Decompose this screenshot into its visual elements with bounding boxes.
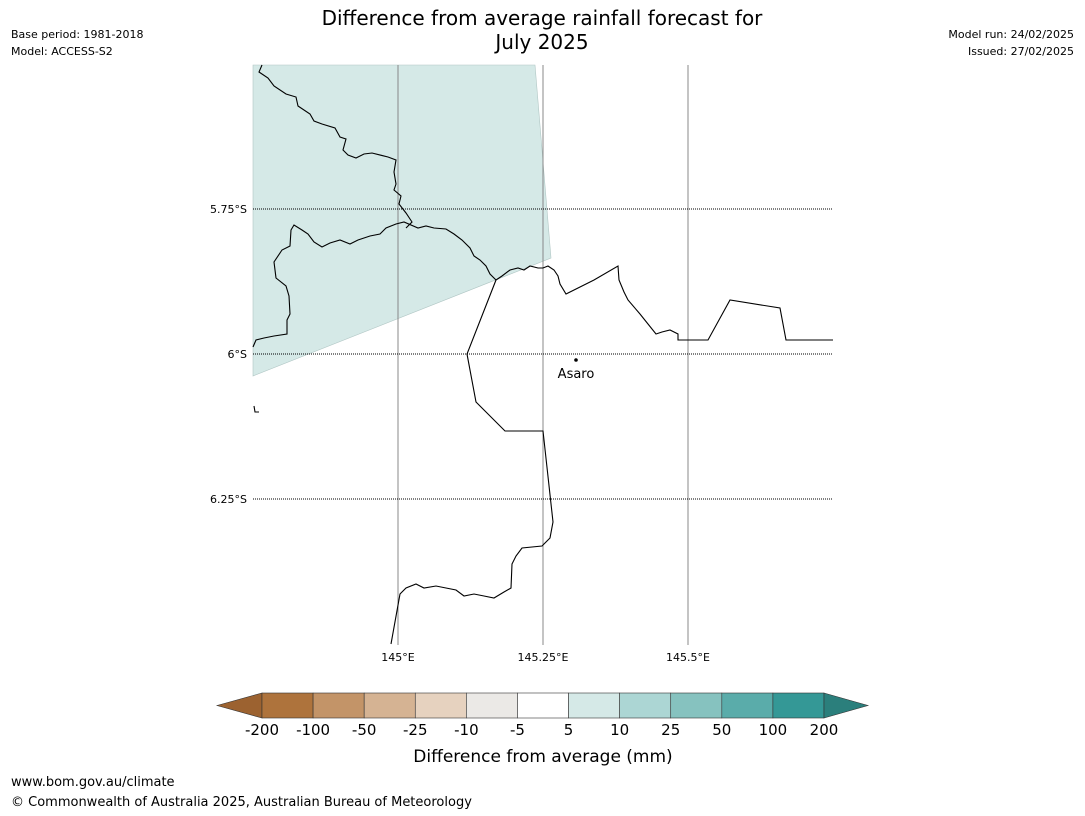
colorbar-segment	[619, 692, 672, 719]
title-line-1: Difference from average rainfall forecas…	[321, 6, 763, 30]
colorbar-extend-low	[215, 692, 263, 719]
lat-label: 6.25°S	[210, 493, 247, 506]
colorbar-extend-high	[823, 692, 870, 719]
place-label: Asaro	[558, 367, 595, 382]
colorbar-tick-label: -50	[352, 721, 377, 739]
colorbar-tick-label: 10	[610, 721, 629, 739]
colorbar-segment	[414, 692, 467, 719]
colorbar-tick-label: -10	[454, 721, 479, 739]
base-period: Base period: 1981-2018	[11, 28, 144, 41]
boundary-line	[495, 265, 833, 341]
boundary-line	[390, 279, 554, 645]
forecast-region	[252, 64, 552, 377]
colorbar-tick-label: -25	[403, 721, 428, 739]
colorbar-segment	[568, 692, 620, 719]
chart-title: Difference from average rainfall forecas…	[242, 6, 842, 54]
model-run: Model run: 24/02/2025	[948, 28, 1074, 41]
colorbar-tick-label: 5	[564, 721, 574, 739]
colorbar-segment	[466, 692, 518, 719]
colorbar-tick-label: -200	[245, 721, 279, 739]
colorbar-tick-label: -5	[510, 721, 525, 739]
boundary-line	[252, 221, 497, 348]
colorbar-segment	[772, 692, 825, 719]
lat-label: 5.75°S	[210, 203, 247, 216]
title-line-2: July 2025	[495, 30, 589, 54]
colorbar-tick-label: 100	[759, 721, 788, 739]
model-name: Model: ACCESS-S2	[11, 45, 113, 58]
lon-label: 145°E	[381, 651, 414, 664]
colorbar-tick-label: -100	[296, 721, 330, 739]
colorbar-segment	[312, 692, 365, 719]
lat-label: 6°S	[228, 348, 247, 361]
colorbar-segment	[363, 692, 416, 719]
footer-url[interactable]: www.bom.gov.au/climate	[11, 775, 175, 790]
issued-date: Issued: 27/02/2025	[967, 45, 1074, 58]
boundary-line	[258, 64, 413, 229]
footer-copyright: © Commonwealth of Australia 2025, Austra…	[11, 795, 472, 810]
place-marker	[574, 358, 578, 362]
colorbar-label: Difference from average (mm)	[413, 747, 672, 767]
meta-left: Base period: 1981-2018 Model: ACCESS-S2	[11, 26, 143, 60]
colorbar-segment	[517, 692, 569, 719]
colorbar-tick-label: 200	[810, 721, 839, 739]
colorbar-tick-label: 25	[661, 721, 680, 739]
colorbar-segment	[721, 692, 774, 719]
colorbar-segment	[670, 692, 723, 719]
colorbar-tick-label: 50	[712, 721, 731, 739]
meta-right: Model run: 24/02/2025 Issued: 27/02/2025	[948, 26, 1074, 60]
lon-label: 145.25°E	[518, 651, 569, 664]
boundary-line	[253, 405, 259, 413]
lon-label: 145.5°E	[666, 651, 710, 664]
colorbar-segment	[261, 692, 314, 719]
colorbar: -200 -100 -50 -25 -10 -5 5 10 25 50 100 200	[215, 692, 870, 739]
